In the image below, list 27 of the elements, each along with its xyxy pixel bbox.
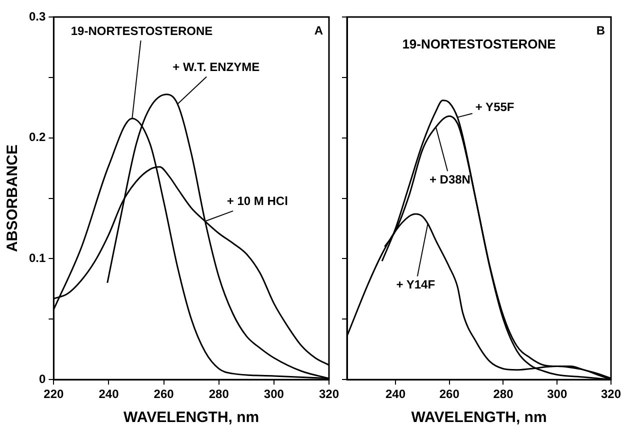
annotation: 19-NORTESTOSTERONE: [402, 36, 556, 52]
x-tick-label: 320: [600, 387, 622, 402]
y-tick-label: 0.2: [28, 130, 46, 144]
x-tick-label: 220: [44, 387, 64, 402]
y-tick-label: 0: [38, 372, 46, 386]
x-tick-label: 320: [318, 387, 340, 402]
series-label: + W.T. ENZYME: [172, 60, 260, 74]
y-tick-label: 0.3: [28, 9, 46, 24]
y-tick-label: 0.1: [28, 251, 46, 266]
x-tick-label: 280: [208, 387, 230, 402]
series-label: + Y14F: [396, 278, 436, 292]
x-tick-label: 240: [98, 387, 120, 402]
y-axis-title: ABSORBANCE: [4, 144, 22, 252]
x-tick-label: 240: [385, 387, 406, 402]
series-label: + D38N: [429, 172, 470, 186]
text: 19-NORTESTOSTERONE: [70, 24, 213, 38]
x-axis-title: WAVELENGTH, nm: [124, 409, 260, 426]
x-tick-label: 260: [439, 387, 460, 402]
annotation: A: [314, 23, 324, 38]
x-tick-label: 300: [547, 387, 568, 402]
text: + 10 M HCl: [226, 194, 288, 208]
annotation: B: [596, 23, 606, 38]
x-tick-label: 280: [493, 387, 514, 402]
series-label: + Y55F: [475, 100, 514, 114]
x-tick-label: 260: [154, 387, 174, 402]
x-tick-label: 300: [264, 387, 284, 402]
x-axis-title: WAVELENGTH, nm: [411, 409, 547, 426]
